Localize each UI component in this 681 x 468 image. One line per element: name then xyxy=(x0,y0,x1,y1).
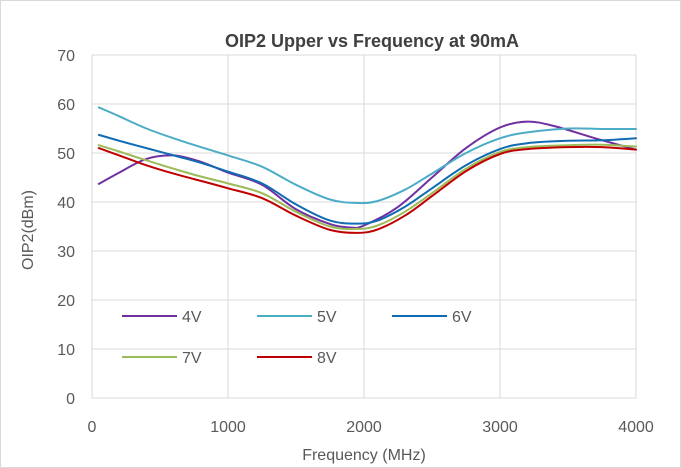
legend: 4V 5V 6V 7V 8V xyxy=(122,309,472,367)
chart-title: OIP2 Upper vs Frequency at 90mA xyxy=(225,31,519,51)
y-tick-label: 40 xyxy=(57,195,75,212)
legend-label-8v: 8V xyxy=(317,350,337,367)
y-tick-label: 10 xyxy=(57,342,75,359)
y-tick-label: 60 xyxy=(57,97,75,114)
series-line-5v xyxy=(97,106,637,205)
y-tick-label: 70 xyxy=(57,48,75,65)
y-tick-label: 50 xyxy=(57,146,75,163)
series-layer xyxy=(97,106,637,234)
series-line-8v xyxy=(97,145,637,234)
x-tick-label: 4000 xyxy=(618,419,654,436)
y-tick-label: 30 xyxy=(57,244,75,261)
y-axis-title: OIP2(dBm) xyxy=(20,190,37,270)
legend-label-5v: 5V xyxy=(317,309,337,326)
legend-label-6v: 6V xyxy=(452,309,472,326)
y-tick-label: 0 xyxy=(66,391,75,408)
legend-label-4v: 4V xyxy=(182,309,202,326)
tick-labels: 0 10 20 30 40 50 60 70 0 1000 2000 3000 4000 xyxy=(57,48,654,436)
x-axis-title: Frequency (MHz) xyxy=(302,447,426,464)
series-line-6v xyxy=(97,133,637,225)
legend-label-7v: 7V xyxy=(182,350,202,367)
x-tick-label: 3000 xyxy=(482,419,518,436)
y-tick-label: 20 xyxy=(57,293,75,310)
x-tick-label: 0 xyxy=(88,419,97,436)
gridlines xyxy=(91,54,637,399)
x-tick-label: 2000 xyxy=(346,419,382,436)
series-line-7v xyxy=(97,143,637,231)
x-tick-label: 1000 xyxy=(210,419,246,436)
